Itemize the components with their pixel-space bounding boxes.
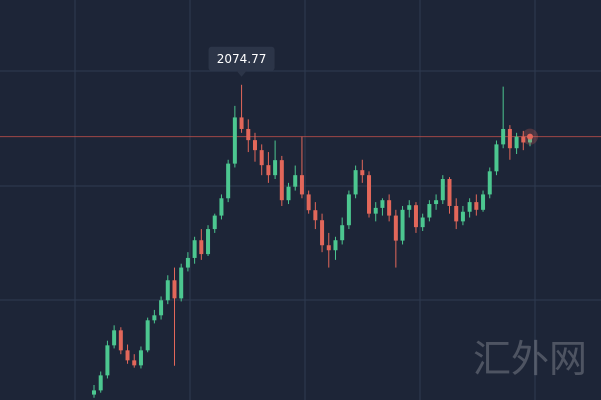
candle-body (206, 229, 211, 255)
candle-body (259, 150, 264, 166)
candle-body (487, 171, 492, 195)
candle-body (145, 320, 150, 351)
candle-body (299, 175, 304, 195)
candle-body (165, 280, 170, 301)
candle-body (454, 205, 459, 222)
candle-body (413, 205, 418, 228)
candle-body (105, 345, 110, 376)
candle-body (179, 267, 184, 299)
candle-body (467, 202, 472, 212)
candle-body (440, 179, 445, 201)
candle-body (514, 136, 519, 149)
candle-body (92, 390, 96, 395)
watermark: 汇外网 (473, 337, 587, 381)
candle-body (246, 128, 251, 141)
candle-body (252, 140, 257, 151)
candle-body (387, 200, 392, 216)
candle-body (138, 350, 143, 366)
candle-body (474, 202, 479, 210)
candle-body (346, 194, 351, 226)
candle-body (427, 204, 432, 218)
candle-body (239, 117, 244, 129)
candle-body (132, 360, 137, 366)
peak-tooltip-arrow (236, 70, 247, 77)
candle-body (112, 330, 117, 346)
peak-tooltip-label: 2074.77 (217, 52, 267, 66)
candle-body (159, 300, 164, 316)
candle-body (226, 163, 231, 199)
candle-body (152, 315, 157, 321)
candle-body (333, 240, 338, 251)
candle-body (380, 200, 385, 208)
candle-body (98, 375, 103, 391)
candle-body (279, 160, 284, 201)
candle-body (172, 280, 177, 299)
candle-body (118, 330, 123, 351)
candle-body (232, 117, 237, 164)
candle-body (481, 194, 486, 210)
peak-tooltip-box (208, 46, 275, 71)
candle-body (185, 257, 190, 268)
candle-body (393, 215, 398, 241)
candle-body (273, 160, 278, 176)
candle-body (293, 175, 298, 187)
candle-body (367, 175, 372, 214)
candle-body (521, 136, 526, 143)
last-price-dot (527, 133, 533, 140)
candle-body (494, 144, 499, 172)
candle-body (192, 240, 197, 258)
candle-body (353, 170, 358, 195)
candle-body (326, 245, 331, 251)
candle-body (266, 165, 271, 176)
candle-body (420, 217, 425, 228)
candle-body (434, 200, 439, 205)
candle-body (340, 225, 345, 241)
candle-body (400, 209, 405, 241)
candle-body (501, 128, 506, 145)
candle-body (320, 220, 325, 246)
candle-body (373, 207, 378, 214)
candle-body (125, 350, 130, 361)
candle-body (447, 179, 452, 206)
candle-body (460, 211, 465, 222)
candle-body (199, 240, 204, 255)
candle-body (360, 170, 365, 176)
candle-body (407, 205, 412, 210)
candle-body (212, 215, 217, 230)
candle-body (286, 186, 291, 201)
candle-body (306, 194, 311, 211)
candle-body (219, 198, 224, 216)
candle-body (313, 210, 318, 221)
candle-body (507, 128, 512, 149)
